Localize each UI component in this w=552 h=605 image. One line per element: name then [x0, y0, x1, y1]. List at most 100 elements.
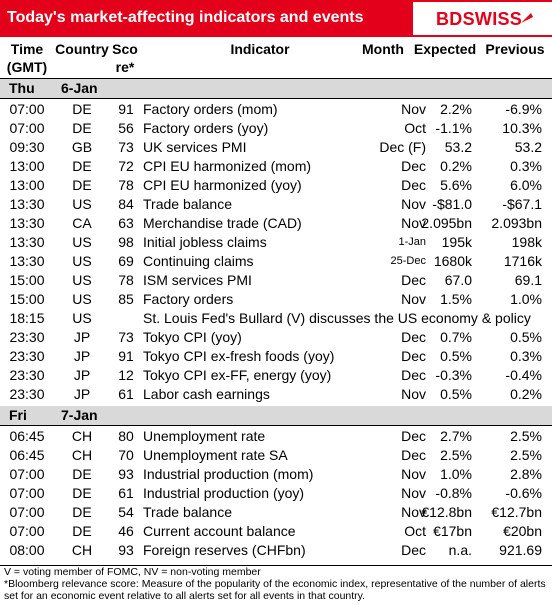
cell-previous: 0.2% — [510, 386, 542, 402]
cell-month: Dec — [401, 348, 426, 364]
cell-expected: -0.3% — [435, 367, 472, 383]
cell-expected: 53.2 — [444, 139, 472, 155]
cell-month: Dec — [401, 447, 426, 463]
cell-month: Dec — [401, 367, 426, 383]
cell-score: 46 — [118, 523, 134, 539]
cell-country: CH — [71, 447, 93, 463]
cell-indicator: Current account balance — [143, 523, 296, 539]
footnote-voting: V = voting member of FOMC, NV = non-voti… — [4, 566, 261, 578]
brand-logo-text: BDSWISS — [436, 9, 523, 29]
cell-previous: 0.3% — [510, 158, 542, 174]
col-indicator: Indicator — [230, 41, 290, 57]
cell-country: JP — [73, 367, 91, 383]
cell-expected: 1680k — [433, 253, 472, 269]
table-row: 13:30 US 98 Initial jobless claims 1-Jan 195k… — [0, 233, 552, 252]
cell-indicator: Tokyo CPI (yoy) — [143, 329, 242, 345]
col-time: Time (GMT) — [6, 41, 48, 75]
cell-previous: 1.0% — [510, 291, 542, 307]
cell-score: 91 — [118, 101, 134, 117]
col-expected: Expected — [413, 41, 477, 57]
brand-logo: BDSWISS — [413, 2, 552, 35]
cell-country: US — [72, 272, 92, 288]
cell-indicator: Foreign reserves (CHFbn) — [143, 542, 306, 558]
cell-time: 08:00 — [9, 542, 45, 558]
cell-time: 13:00 — [9, 177, 45, 193]
cell-expected: 1.5% — [440, 291, 472, 307]
cell-previous: 10.3% — [502, 120, 542, 136]
cell-indicator: UK services PMI — [143, 139, 247, 155]
cell-month: Dec — [401, 329, 426, 345]
table-row: 23:30 JP 73 Tokyo CPI (yoy) Dec 0.7% 0.5% — [0, 328, 552, 347]
cell-score: 93 — [118, 466, 134, 482]
cell-previous: 2.5% — [510, 447, 542, 463]
cell-previous: 69.1 — [514, 272, 542, 288]
cell-country: DE — [72, 523, 92, 539]
cell-month: Oct — [404, 523, 426, 539]
cell-indicator: Labor cash earnings — [143, 386, 270, 402]
cell-expected: -$81.0 — [432, 196, 472, 212]
cell-country: CH — [71, 542, 93, 558]
cell-previous: 53.2 — [514, 139, 542, 155]
cell-time: 13:30 — [9, 215, 45, 231]
cell-score: 61 — [118, 485, 134, 501]
table-row: 15:00 US 78 ISM services PMI Dec 67.0 69.1 — [0, 271, 552, 290]
table-row: 18:15 US St. Louis Fed's Bullard (V) discu… — [0, 309, 552, 328]
table-row: 07:00 DE 61 Industrial production (yoy) Nov -… — [0, 484, 552, 503]
cell-score: 72 — [118, 158, 134, 174]
cell-time: 23:30 — [9, 348, 45, 364]
cell-score: 63 — [118, 215, 134, 231]
table-bottom-rule — [0, 565, 552, 566]
cell-time: 23:30 — [9, 329, 45, 345]
table-row: 07:00 DE 91 Factory orders (mom) Nov 2.2% -6.9… — [0, 100, 552, 119]
cell-previous: 2.8% — [510, 466, 542, 482]
cell-indicator: Factory orders (mom) — [143, 101, 278, 117]
cell-country: GB — [71, 139, 93, 155]
table-row: 07:00 DE 56 Factory orders (yoy) Oct -1.1% 10.… — [0, 119, 552, 138]
cell-country: DE — [72, 504, 92, 520]
table-row: 23:30 JP 91 Tokyo CPI ex-fresh foods (yoy) D… — [0, 347, 552, 366]
cell-month: Nov — [401, 291, 426, 307]
cell-country: US — [72, 196, 92, 212]
table-row: 13:30 CA 63 Merchandise trade (CAD) Nov 2.095… — [0, 214, 552, 233]
cell-previous: 2.093bn — [491, 215, 542, 231]
cell-score: 73 — [118, 139, 134, 155]
cell-expected: 1.0% — [440, 466, 472, 482]
table-row: 08:00 CH 93 Foreign reserves (CHFbn) Dec n.a.… — [0, 541, 552, 560]
cell-month: Dec (F) — [379, 139, 426, 155]
cell-expected: -0.8% — [435, 485, 472, 501]
cell-expected: 195k — [441, 234, 472, 250]
cell-expected: 2.2% — [440, 101, 472, 117]
cell-month: Dec — [401, 542, 426, 558]
cell-country: DE — [72, 158, 92, 174]
cell-country: JP — [73, 348, 91, 364]
cell-month: Nov — [401, 504, 426, 520]
footnote-score: *Bloomberg relevance score: Measure of t… — [4, 578, 546, 602]
cell-country: DE — [72, 485, 92, 501]
table-row: 06:45 CH 80 Unemployment rate Dec 2.7% 2.5% — [0, 427, 552, 446]
table-row: 23:30 JP 12 Tokyo CPI ex-FF, energy (yoy) De… — [0, 366, 552, 385]
cell-expected: -1.1% — [435, 120, 472, 136]
table-title: Today's market-affecting indicators and … — [7, 9, 364, 26]
cell-indicator: CPI EU harmonized (mom) — [143, 158, 312, 174]
cell-month: Dec — [401, 158, 426, 174]
cell-score: 91 — [118, 348, 134, 364]
table-row: 06:45 CH 70 Unemployment rate SA Dec 2.5% 2.5% — [0, 446, 552, 465]
cell-expected: 0.7% — [440, 329, 472, 345]
cell-score: 69 — [118, 253, 134, 269]
cell-country: JP — [73, 386, 91, 402]
cell-country: US — [72, 234, 92, 250]
cell-expected: 5.6% — [440, 177, 472, 193]
cell-score: 93 — [118, 542, 134, 558]
day-of-week: Fri — [9, 407, 27, 423]
cell-previous: 0.5% — [510, 329, 542, 345]
cell-score: 70 — [118, 447, 134, 463]
cell-indicator: Factory orders — [143, 291, 234, 307]
day-header: Fri 7-Jan — [0, 406, 552, 426]
cell-month: Nov — [401, 196, 426, 212]
cell-indicator: Factory orders (yoy) — [143, 120, 269, 136]
cell-expected: 2.7% — [440, 428, 472, 444]
cell-expected: €12.8bn — [421, 504, 472, 520]
cell-time: 07:00 — [9, 101, 45, 117]
cell-time: 06:45 — [9, 428, 45, 444]
